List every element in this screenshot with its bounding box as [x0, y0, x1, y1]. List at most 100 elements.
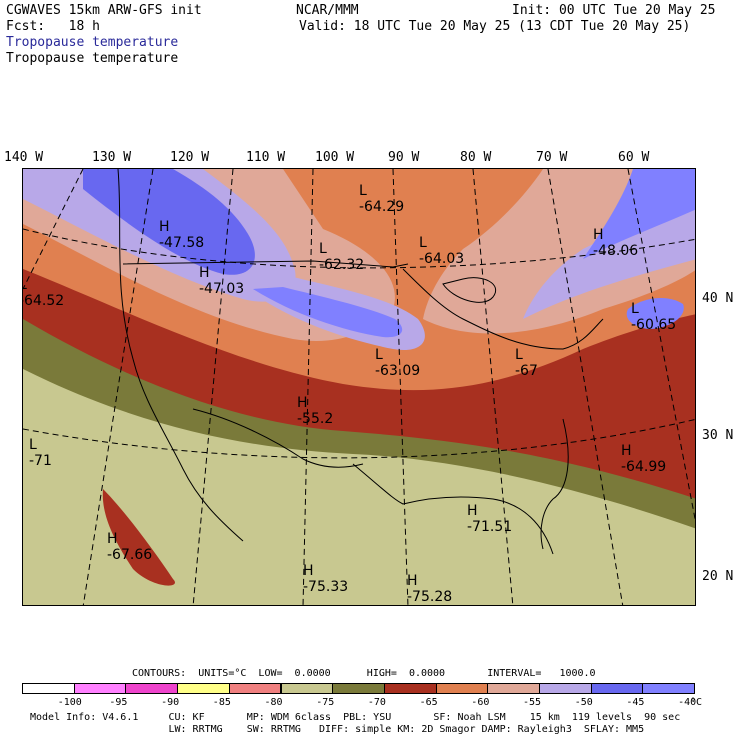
low-center-marker: L -64.29 [359, 183, 404, 215]
legend-swatch [435, 683, 489, 694]
lat-label: 20 N [702, 569, 734, 584]
lon-label: 60 W [618, 150, 650, 165]
map-panel: L -64.29 H -47.58 L -62.32 L -64.03 H -48.06 … [22, 168, 696, 606]
valid-time: Valid: 18 UTC Tue 20 May 25 (13 CDT Tue … [299, 19, 691, 34]
band-minus-45-east [583, 169, 695, 259]
legend-label: -60 [471, 697, 490, 708]
lon-label: 130 W [92, 150, 132, 165]
center-type: L [359, 183, 367, 199]
cold-spot-atlantic [626, 297, 684, 329]
lat-label: 40 N [702, 291, 734, 306]
center-type: L [319, 241, 327, 257]
low-center-marker: L -71 [29, 437, 52, 469]
warm-spot-mexico [102, 489, 175, 586]
legend-label: -70 [367, 697, 386, 708]
center-value: -75.28 [407, 589, 453, 605]
high-center-marker: H -67.66 [107, 531, 152, 563]
center-type: H [467, 503, 478, 519]
lon-label: 140 W [4, 150, 44, 165]
center-type: H [593, 227, 604, 243]
center-value: -55.2 [297, 411, 334, 427]
temperature-field [23, 169, 695, 605]
center-type: H [303, 563, 314, 579]
high-center-marker: H -55.2 [297, 395, 333, 427]
legend-swatch [22, 683, 75, 694]
field-name-contour: Tropopause temperature [6, 51, 179, 66]
field-name-shaded: Tropopause temperature [6, 35, 179, 50]
legend-swatch [73, 683, 127, 694]
center-type: H [159, 219, 170, 235]
model-title: CGWAVES 15km ARW-GFS init [6, 3, 202, 18]
center-type: L [29, 437, 37, 453]
center-type: H [621, 443, 632, 459]
legend-label: -55 [523, 697, 542, 708]
high-center-marker: H -64.99 [621, 443, 666, 475]
legend-label: -75 [316, 697, 335, 708]
legend-swatch [332, 683, 385, 694]
center-type: L [515, 347, 523, 363]
org-label: NCAR/MMM [296, 3, 359, 18]
low-center-marker: L-64.52 [22, 277, 65, 309]
model-info-line2: LW: RRTMG SW: RRTMG DIFF: simple KM: 2D … [30, 724, 645, 735]
center-type: H [107, 531, 118, 547]
low-center-marker: L -60.65 [631, 301, 676, 333]
legend-swatch [280, 683, 334, 694]
center-value: -47.58 [159, 235, 205, 251]
center-type: L [375, 347, 383, 363]
center-value: -67 [515, 363, 538, 379]
legend-label: -50 [574, 697, 593, 708]
legend-swatch [177, 683, 230, 694]
graticule [23, 169, 695, 605]
contours-info: CONTOURS: UNITS=°C LOW= 0.0000 HIGH= 0.0… [132, 668, 596, 679]
center-value: -64.29 [359, 199, 405, 215]
legend-swatch [642, 683, 696, 694]
high-center-marker: H -71.51 [467, 503, 512, 535]
center-value: -64.03 [419, 251, 465, 267]
center-type: L [631, 301, 639, 317]
legend-label: -90 [161, 697, 180, 708]
center-value: -63.09 [375, 363, 421, 379]
lat-label: 30 N [702, 428, 734, 443]
legend-label: -45 [626, 697, 645, 708]
legend-label: -85 [212, 697, 231, 708]
center-type: L [23, 277, 27, 293]
center-value: -75.33 [303, 579, 349, 595]
legend-label: -65 [419, 697, 438, 708]
high-center-marker: H -75.33 [303, 563, 348, 595]
band-minus-45-west [83, 169, 255, 275]
legend-label: -40 [678, 697, 697, 708]
center-type: L [419, 235, 427, 251]
center-value: -71.51 [467, 519, 513, 535]
center-value: -60.65 [631, 317, 677, 333]
low-center-marker: L -62.32 [319, 241, 364, 273]
center-type: H [297, 395, 308, 411]
low-center-marker: L -63.09 [375, 347, 420, 379]
center-value: -62.32 [319, 257, 365, 273]
lon-label: 100 W [315, 150, 355, 165]
low-center-marker: L -67 [515, 347, 538, 379]
legend-label: -80 [264, 697, 283, 708]
legend-unit: °C [690, 697, 703, 708]
high-center-marker: H -48.06 [593, 227, 638, 259]
center-type: H [199, 265, 210, 281]
center-value: -48.06 [593, 243, 639, 259]
legend-label: -95 [109, 697, 128, 708]
high-center-marker: H -75.28 [407, 573, 452, 605]
lon-label: 70 W [536, 150, 568, 165]
high-center-marker: H -47.03 [199, 265, 244, 297]
legend-swatch [487, 683, 540, 694]
lon-label: 110 W [246, 150, 286, 165]
init-time: Init: 00 UTC Tue 20 May 25 [512, 3, 716, 18]
lon-label: 80 W [460, 150, 492, 165]
low-center-marker: L -64.03 [419, 235, 464, 267]
coastlines-borders [117, 169, 604, 555]
center-value: -71 [29, 453, 52, 469]
lon-label: 120 W [170, 150, 210, 165]
legend-swatch [228, 683, 282, 694]
legend-label: -100 [57, 697, 82, 708]
center-value: -64.99 [621, 459, 667, 475]
center-type: H [407, 573, 418, 589]
legend-swatch [125, 683, 179, 694]
lon-label: 90 W [388, 150, 420, 165]
center-value: -64.52 [22, 293, 65, 309]
